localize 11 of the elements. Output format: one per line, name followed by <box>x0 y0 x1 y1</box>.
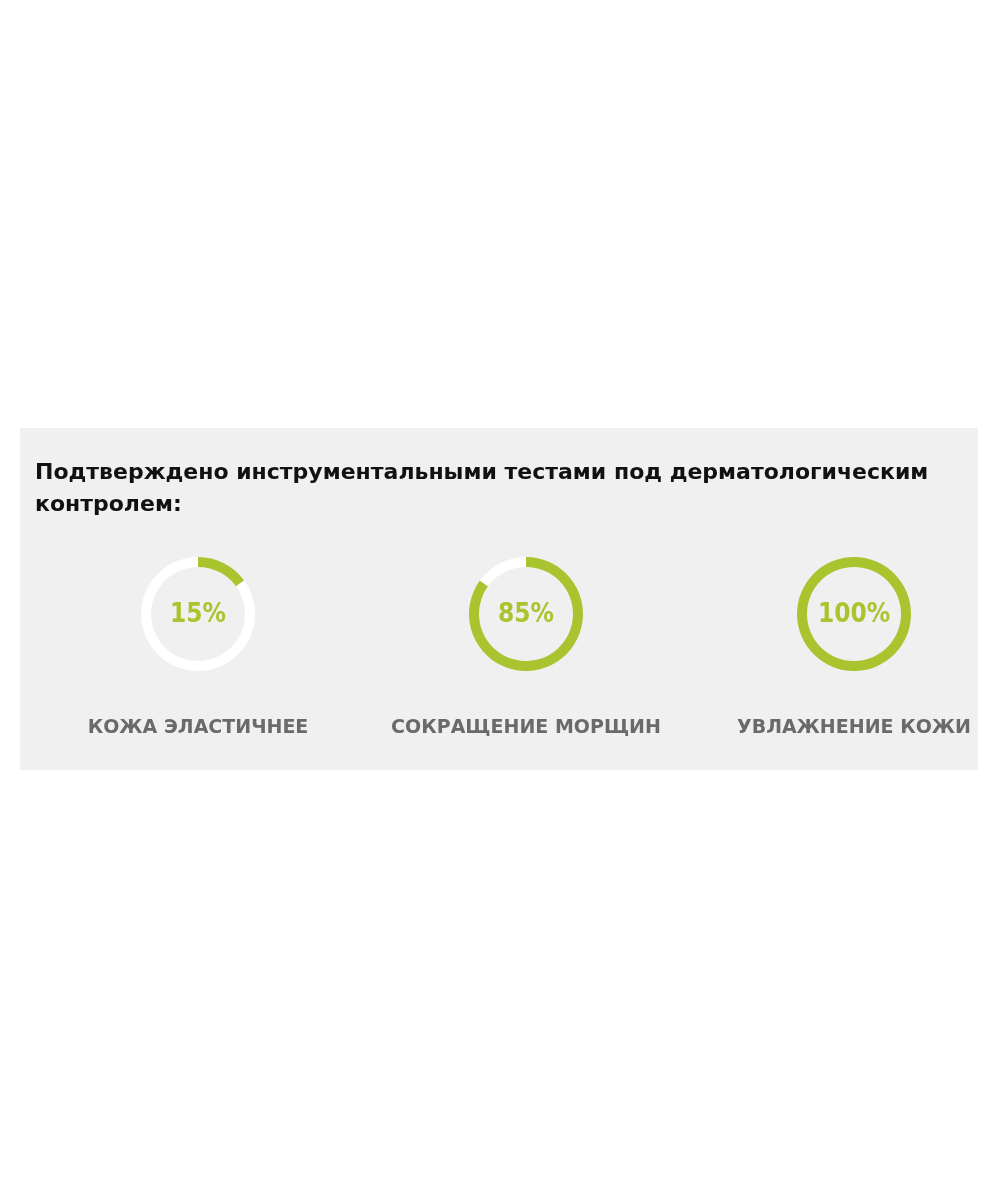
text: УВЛАЖНЕНИЕ КОЖИ <box>737 715 971 737</box>
text: КОЖА ЭЛАСТИЧНЕЕ <box>87 715 309 737</box>
data-label: 15% <box>170 598 226 628</box>
data-label: 100% <box>817 598 891 628</box>
text: Подтверждено инструментальными тестами под дерматологическим контролем: <box>35 458 930 518</box>
donut-slice <box>198 557 245 587</box>
text: СОКРАЩЕНИЕ МОРЩИН <box>391 715 661 737</box>
donut-slice <box>479 557 526 587</box>
data-label: 85% <box>498 598 554 628</box>
donut-slice <box>141 557 255 671</box>
donut-slice <box>469 557 583 671</box>
